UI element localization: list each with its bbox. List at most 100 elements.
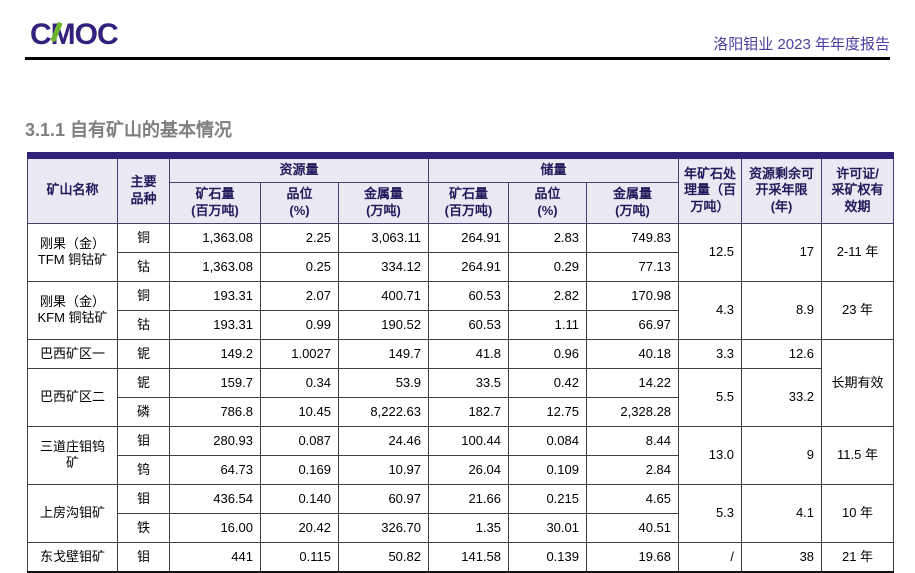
col-header-annual-processing: 年矿石处 理量（百 万吨） (678, 155, 743, 224)
resource-value-cell: 0.34 (260, 367, 339, 398)
reserve-value-cell: 33.5 (428, 367, 509, 398)
col-header-reserves-metal-qty: 金属量 (万吨) (585, 181, 680, 224)
resource-value-cell: 1,363.08 (169, 251, 261, 282)
processing-volume-cell: 4.3 (678, 280, 743, 340)
mine-name-cell: 上房沟钼矿 (27, 483, 118, 543)
reserve-value-cell: 40.18 (585, 338, 680, 369)
reserve-value-cell: 21.66 (428, 483, 509, 514)
resource-value-cell: 280.93 (169, 425, 261, 456)
logo-letter-m: M (50, 18, 76, 51)
commodity-cell: 钴 (117, 309, 170, 340)
table-row: 巴西矿区二铌 159.7 0.34 53.9 33.5 0.42 14.22 5.5 33.2 (27, 367, 894, 427)
table-row: 钴 193.31 0.99 190.52 60.53 1.11 66.97 (28, 309, 894, 340)
license-cell: 2-11 年 (821, 222, 895, 282)
mine-name-cell: 东戈壁钼矿 (27, 541, 118, 573)
resource-value-cell: 193.31 (169, 309, 261, 340)
reserve-value-cell: 0.109 (508, 454, 587, 485)
resource-value-cell: 441 (169, 541, 261, 573)
table-row: 巴西矿区一铌 149.2 1.0027 149.7 41.8 0.96 40.18 3.3 12… (27, 338, 895, 427)
resource-value-cell: 149.7 (338, 338, 429, 369)
col-header-commodity: 主要 品种 (117, 155, 170, 224)
reserve-value-cell: 4.65 (585, 483, 680, 514)
commodity-cell: 钼 (117, 483, 170, 514)
commodity-cell: 钼 (117, 425, 170, 456)
resource-value-cell: 190.52 (338, 309, 429, 340)
table-row: 刚果（金） KFM 铜钴矿铜 193.31 2.07 400.71 60.53 2.82 1… (27, 280, 895, 340)
header-divider (25, 57, 890, 60)
col-header-reserves-grade: 品位 (%) (508, 181, 587, 224)
reserve-value-cell: 19.68 (585, 541, 680, 573)
reserve-value-cell: 141.58 (428, 541, 509, 573)
reserve-value-cell: 30.01 (508, 512, 587, 543)
col-header-reserves-group: 储量 (427, 155, 680, 183)
resource-value-cell: 159.7 (169, 367, 261, 398)
reserve-value-cell: 14.22 (585, 367, 680, 398)
col-header-resources-ore-qty: 矿石量 (百万吨) (169, 181, 261, 224)
reserve-value-cell: 26.04 (428, 454, 509, 485)
license-cell: 21 年 (821, 541, 895, 573)
col-header-reserves-ore-qty: 矿石量 (百万吨) (428, 181, 509, 224)
resource-value-cell: 334.12 (338, 251, 429, 282)
mine-name-cell: 刚果（金） TFM 铜钴矿 (27, 222, 118, 282)
reserve-value-cell: 66.97 (585, 309, 680, 340)
remaining-years-cell: 8.9 (741, 280, 823, 340)
mine-name-cell: 三道庄钼钨 矿 (27, 425, 118, 485)
reserve-value-cell: 0.42 (508, 367, 587, 398)
mines-table: 矿山名称 主要 品种 资源量 储量 年矿石处 理量（百 万吨） 资源剩余可 开采… (27, 152, 895, 573)
license-cell: 长期有效 (821, 338, 895, 427)
reserve-value-cell: 2.82 (508, 280, 587, 311)
reserve-value-cell: 8.44 (585, 425, 680, 456)
resource-value-cell: 400.71 (338, 280, 429, 311)
resource-value-cell: 2.07 (260, 280, 339, 311)
remaining-years-cell: 4.1 (741, 483, 823, 543)
section-title: 3.1.1 自有矿山的基本情况 (25, 120, 233, 140)
resource-value-cell: 60.97 (338, 483, 429, 514)
reserve-value-cell: 60.53 (428, 280, 509, 311)
resource-value-cell: 16.00 (169, 512, 261, 543)
table-header-row-groups: 矿山名称 主要 品种 资源量 储量 年矿石处 理量（百 万吨） 资源剩余可 开采… (27, 155, 895, 224)
resource-value-cell: 0.115 (260, 541, 339, 573)
commodity-cell: 铌 (117, 367, 170, 398)
resource-value-cell: 10.45 (260, 396, 339, 427)
reserve-value-cell: 12.75 (508, 396, 587, 427)
commodity-cell: 铜 (117, 222, 170, 253)
col-header-mine-name: 矿山名称 (27, 155, 118, 224)
reserve-value-cell: 2,328.28 (585, 396, 680, 427)
resource-value-cell: 64.73 (169, 454, 261, 485)
table-row: 铁 16.00 20.42 326.70 1.35 30.01 40.51 (28, 512, 894, 543)
reserve-value-cell: 1.35 (428, 512, 509, 543)
processing-volume-cell: 3.3 (678, 338, 743, 369)
remaining-years-cell: 9 (741, 425, 823, 485)
processing-volume-cell: 5.5 (678, 367, 743, 427)
resource-value-cell: 10.97 (338, 454, 429, 485)
resource-value-cell: 149.2 (169, 338, 261, 369)
resource-value-cell: 326.70 (338, 512, 429, 543)
table-header-row-sub: 矿石量 (百万吨) 品位 (%) 金属量 (万吨) 矿石量 (百万吨) 品位 (… (28, 181, 894, 224)
col-header-resources-grade: 品位 (%) (260, 181, 339, 224)
processing-volume-cell: / (678, 541, 743, 573)
remaining-years-cell: 12.6 (741, 338, 823, 369)
commodity-cell: 钼 (117, 541, 170, 573)
resource-value-cell: 50.82 (338, 541, 429, 573)
resource-value-cell: 0.169 (260, 454, 339, 485)
reserve-value-cell: 0.084 (508, 425, 587, 456)
commodity-cell: 铌 (117, 338, 170, 369)
remaining-years-cell: 17 (741, 222, 823, 282)
commodity-cell: 铜 (117, 280, 170, 311)
table-row: 钴 1,363.08 0.25 334.12 264.91 0.29 77.13 (28, 251, 894, 282)
commodity-cell: 钨 (117, 454, 170, 485)
reserve-value-cell: 264.91 (428, 222, 509, 253)
resource-value-cell: 53.9 (338, 367, 429, 398)
resource-value-cell: 20.42 (260, 512, 339, 543)
resource-value-cell: 436.54 (169, 483, 261, 514)
license-cell: 23 年 (821, 280, 895, 340)
reserve-value-cell: 1.11 (508, 309, 587, 340)
reserve-value-cell: 41.8 (428, 338, 509, 369)
license-cell: 11.5 年 (821, 425, 895, 485)
resource-value-cell: 0.087 (260, 425, 339, 456)
col-header-resources-group: 资源量 (169, 155, 429, 183)
table-row: 钨 64.73 0.169 10.97 26.04 0.109 2.84 (28, 454, 894, 485)
processing-volume-cell: 13.0 (678, 425, 743, 485)
reserve-value-cell: 0.29 (508, 251, 587, 282)
mine-name-cell: 刚果（金） KFM 铜钴矿 (27, 280, 118, 340)
